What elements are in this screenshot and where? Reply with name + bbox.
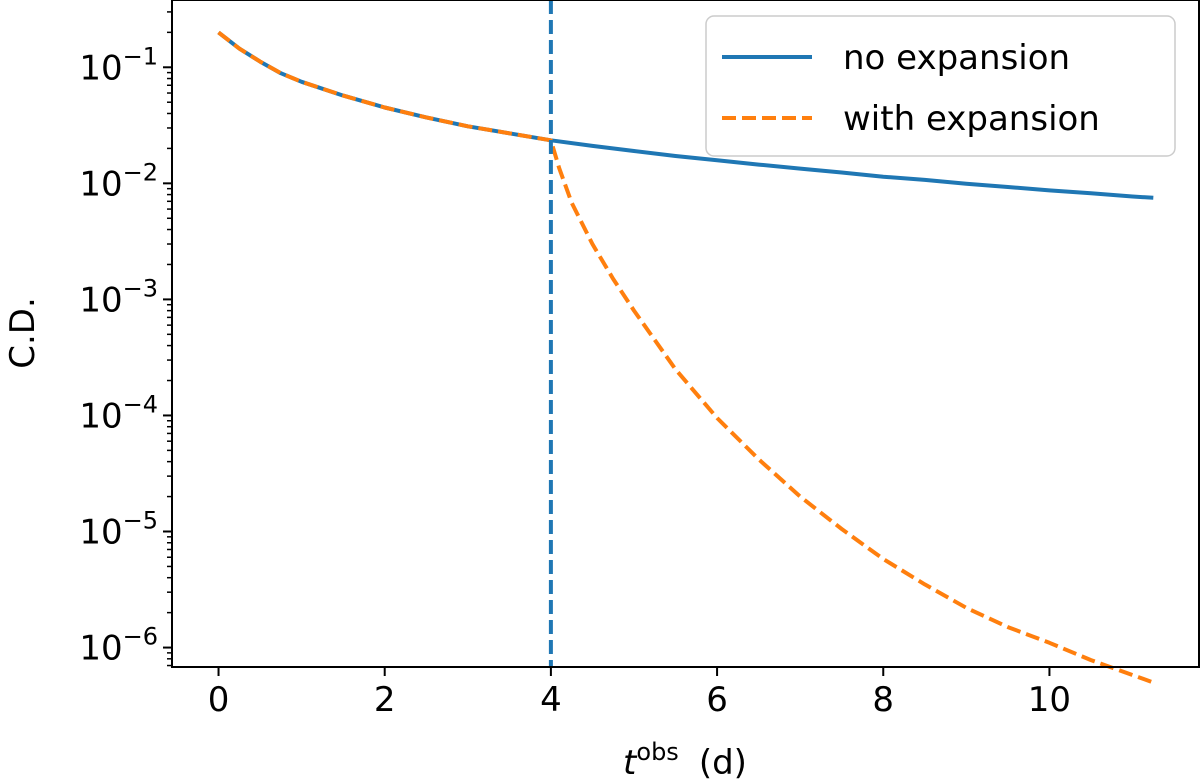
x-tick-label: 0 <box>208 680 230 720</box>
x-tick-label: 4 <box>540 680 562 720</box>
plot-frame <box>171 0 1200 668</box>
series-lines <box>217 30 1154 685</box>
y-tick-label: 10−5 <box>79 507 158 553</box>
y-tick-label: 10−6 <box>79 623 158 669</box>
legend: no expansion with expansion <box>705 15 1176 157</box>
x-axis: 0 2 4 6 8 10 <box>208 667 1071 720</box>
series-line-with-expansion <box>217 30 1154 685</box>
y-axis-label: C.D. <box>3 297 43 369</box>
x-axis-label: tobs (d) <box>623 738 747 781</box>
y-tick-label: 10−3 <box>79 274 158 320</box>
x-tick-label: 10 <box>1028 680 1071 720</box>
x-axis-label-main: t <box>623 743 638 781</box>
legend-label-no-expansion: no expansion <box>843 38 1070 78</box>
x-tick-label: 6 <box>706 680 728 720</box>
y-tick-label: 10−1 <box>79 42 158 88</box>
y-tick-label: 10−4 <box>79 390 158 436</box>
x-axis-label-sup: obs <box>636 738 678 766</box>
x-tick-label: 8 <box>872 680 894 720</box>
x-tick-label: 2 <box>374 680 396 720</box>
x-axis-label-unit: (d) <box>699 743 747 781</box>
y-axis: 10−1 10−2 10−3 10−4 10−5 10−6 <box>79 42 172 669</box>
legend-frame <box>705 15 1176 157</box>
y-tick-label: 10−2 <box>79 158 158 204</box>
legend-label-with-expansion: with expansion <box>843 99 1100 139</box>
y-axis-minor-ticks <box>167 11 172 667</box>
